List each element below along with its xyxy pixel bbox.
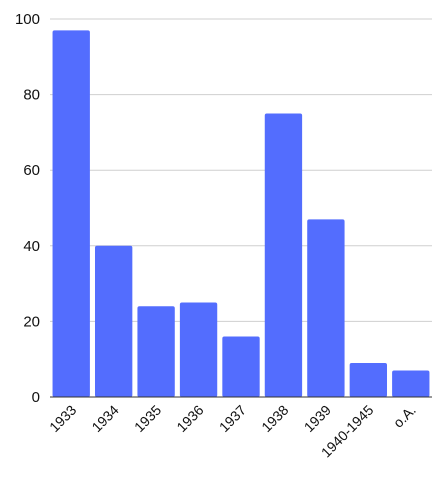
bar-1936 — [179, 302, 218, 397]
x-tick-label: 1933 — [46, 402, 79, 435]
bar-1937 — [222, 336, 260, 397]
y-tick-label: 60 — [23, 162, 40, 179]
bar-1933 — [52, 30, 90, 398]
x-tick-label: 1939 — [301, 402, 334, 435]
x-tick-label: o.A. — [390, 402, 419, 431]
bars — [52, 30, 430, 398]
bar-1938 — [264, 113, 303, 397]
bar-1939 — [307, 219, 345, 397]
x-tick-label: 1937 — [216, 402, 249, 435]
y-tick-label: 0 — [32, 389, 40, 406]
x-tick-label: 1935 — [131, 402, 164, 435]
x-tick-label: 1938 — [258, 402, 291, 435]
bar-1940-1945 — [349, 362, 388, 397]
y-axis-ticks: 0 20 40 60 80 100 — [15, 11, 40, 406]
bar-1935 — [137, 306, 175, 397]
x-tick-label: 1936 — [173, 402, 206, 435]
x-tick-label: 1934 — [88, 402, 121, 435]
bar-o.A. — [392, 370, 430, 397]
y-tick-label: 80 — [23, 87, 40, 104]
bar-1934 — [94, 245, 133, 397]
y-tick-label: 20 — [23, 313, 40, 330]
y-tick-label: 40 — [23, 238, 40, 255]
y-tick-label: 100 — [15, 11, 40, 28]
